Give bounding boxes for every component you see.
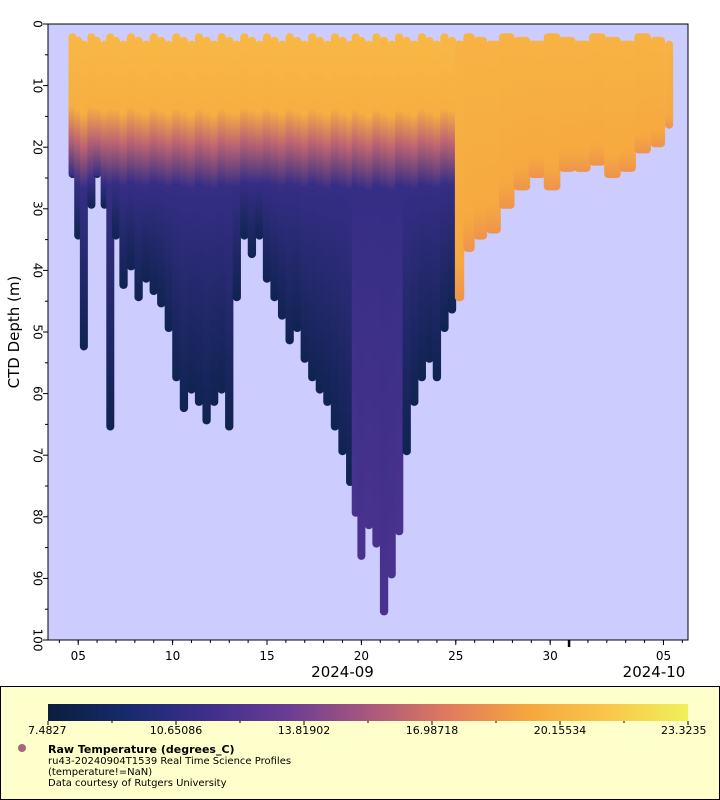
profile-mark bbox=[315, 36, 325, 394]
colorbar-gradient bbox=[48, 704, 688, 721]
profile-mark bbox=[379, 36, 389, 616]
profile-mark bbox=[330, 33, 340, 431]
profile-mark bbox=[172, 33, 181, 382]
profile-mark bbox=[255, 40, 264, 240]
x-tick-label: 20 bbox=[354, 649, 369, 663]
y-tick-label: 60 bbox=[31, 386, 45, 401]
y-tick-label: 70 bbox=[31, 448, 45, 463]
profile-mark bbox=[232, 40, 241, 302]
x-tick-label: 30 bbox=[543, 649, 558, 663]
profile-mark bbox=[463, 33, 475, 252]
y-axis-label: CTD Depth (m) bbox=[5, 276, 23, 389]
colorbar-tick-label: 20.15534 bbox=[533, 724, 587, 737]
profile-mark bbox=[79, 40, 88, 351]
profile-mark bbox=[164, 40, 173, 333]
profile-mark bbox=[202, 36, 211, 425]
profile-mark bbox=[285, 33, 294, 345]
profile-mark bbox=[432, 40, 442, 382]
profile-mark bbox=[604, 36, 621, 178]
profile-mark bbox=[440, 33, 449, 333]
y-tick-label: 20 bbox=[31, 140, 45, 155]
profile-mark bbox=[217, 33, 226, 394]
y-tick-label: 50 bbox=[31, 324, 45, 339]
profile-mark bbox=[338, 36, 347, 456]
y-tick-label: 0 bbox=[31, 20, 45, 28]
legend-marker bbox=[18, 744, 26, 752]
y-tick-label: 40 bbox=[31, 263, 45, 278]
x-month-label: 2024-09 bbox=[311, 663, 374, 681]
profile-mark bbox=[447, 36, 457, 314]
profile-mark bbox=[308, 33, 317, 382]
profile-mark bbox=[454, 40, 465, 302]
x-tick-label: 05 bbox=[71, 649, 86, 663]
profile-mark bbox=[126, 33, 136, 271]
y-tick-label: 100 bbox=[31, 629, 45, 652]
profile-mark bbox=[650, 36, 666, 148]
profile-mark bbox=[410, 40, 419, 406]
profile-mark bbox=[486, 40, 501, 234]
profile-mark bbox=[364, 40, 374, 530]
profile-mark bbox=[323, 40, 332, 406]
profile-mark bbox=[513, 36, 531, 191]
legend-title: Raw Temperature (degrees_C) bbox=[48, 743, 235, 756]
x-month-label: 2024-10 bbox=[623, 663, 686, 681]
profile-mark bbox=[119, 40, 128, 289]
profile-mark bbox=[543, 33, 561, 191]
profile-mark bbox=[473, 36, 488, 240]
legend-dataset: ru43-20240904T1539 Real Time Science Pro… bbox=[48, 756, 292, 767]
profile-mark bbox=[240, 33, 249, 240]
profile-mark bbox=[417, 33, 426, 382]
profile-mark bbox=[277, 40, 287, 320]
x-tick-label: 25 bbox=[448, 649, 463, 663]
y-tick-label: 10 bbox=[31, 78, 45, 93]
colorbar-tick-label: 7.4827 bbox=[28, 724, 67, 737]
profile-mark bbox=[634, 33, 651, 154]
x-tick-label: 15 bbox=[259, 649, 274, 663]
profile-mark bbox=[558, 36, 576, 172]
legend-credit: Data courtesy of Rutgers University bbox=[48, 778, 227, 789]
profile-mark bbox=[187, 40, 196, 394]
profile-mark bbox=[262, 33, 272, 283]
y-tick-label: 80 bbox=[31, 509, 45, 524]
profile-mark bbox=[589, 33, 606, 166]
profile-mark bbox=[179, 36, 189, 413]
profile-mark bbox=[142, 40, 151, 283]
profile-mark bbox=[270, 36, 279, 302]
profile-mark bbox=[528, 40, 546, 178]
profile-mark bbox=[425, 36, 434, 363]
profile-mark bbox=[293, 36, 302, 332]
profile-mark bbox=[387, 40, 396, 579]
profile-mark bbox=[111, 36, 120, 240]
profile-mark bbox=[149, 33, 158, 296]
profile-mark bbox=[372, 33, 381, 548]
y-tick-label: 30 bbox=[31, 201, 45, 216]
profile-mark bbox=[665, 40, 674, 129]
profile-mark bbox=[394, 33, 404, 536]
profile-mark bbox=[157, 36, 166, 308]
profile-mark bbox=[498, 33, 515, 209]
profile-mark bbox=[619, 40, 636, 172]
colorbar bbox=[47, 704, 689, 725]
x-tick-label: 10 bbox=[165, 649, 180, 663]
y-tick-label: 90 bbox=[31, 571, 45, 586]
profile-mark bbox=[247, 36, 257, 259]
profile-mark bbox=[194, 33, 204, 406]
chart-plot: 0 10 20 30 40 50 60 70 80 90 100 CTD Depth (m) 05 10 1… bbox=[5, 20, 689, 681]
profile-mark bbox=[93, 36, 102, 178]
colorbar-tick-label: 23.3235 bbox=[661, 724, 707, 737]
x-tick-label: 05 bbox=[656, 649, 671, 663]
legend-constraint: (temperature!=NaN) bbox=[48, 767, 153, 778]
profile-mark bbox=[134, 36, 143, 302]
profile-mark bbox=[402, 36, 411, 456]
colorbar-tick-label: 16.98718 bbox=[405, 724, 459, 737]
profile-mark bbox=[225, 36, 234, 431]
profile-mark bbox=[300, 40, 309, 363]
colorbar-tick-label: 13.81902 bbox=[277, 724, 331, 737]
profile-mark bbox=[573, 40, 591, 172]
colorbar-tick-label: 10.65086 bbox=[149, 724, 203, 737]
profile-mark bbox=[357, 36, 366, 560]
profile-mark bbox=[209, 40, 219, 406]
